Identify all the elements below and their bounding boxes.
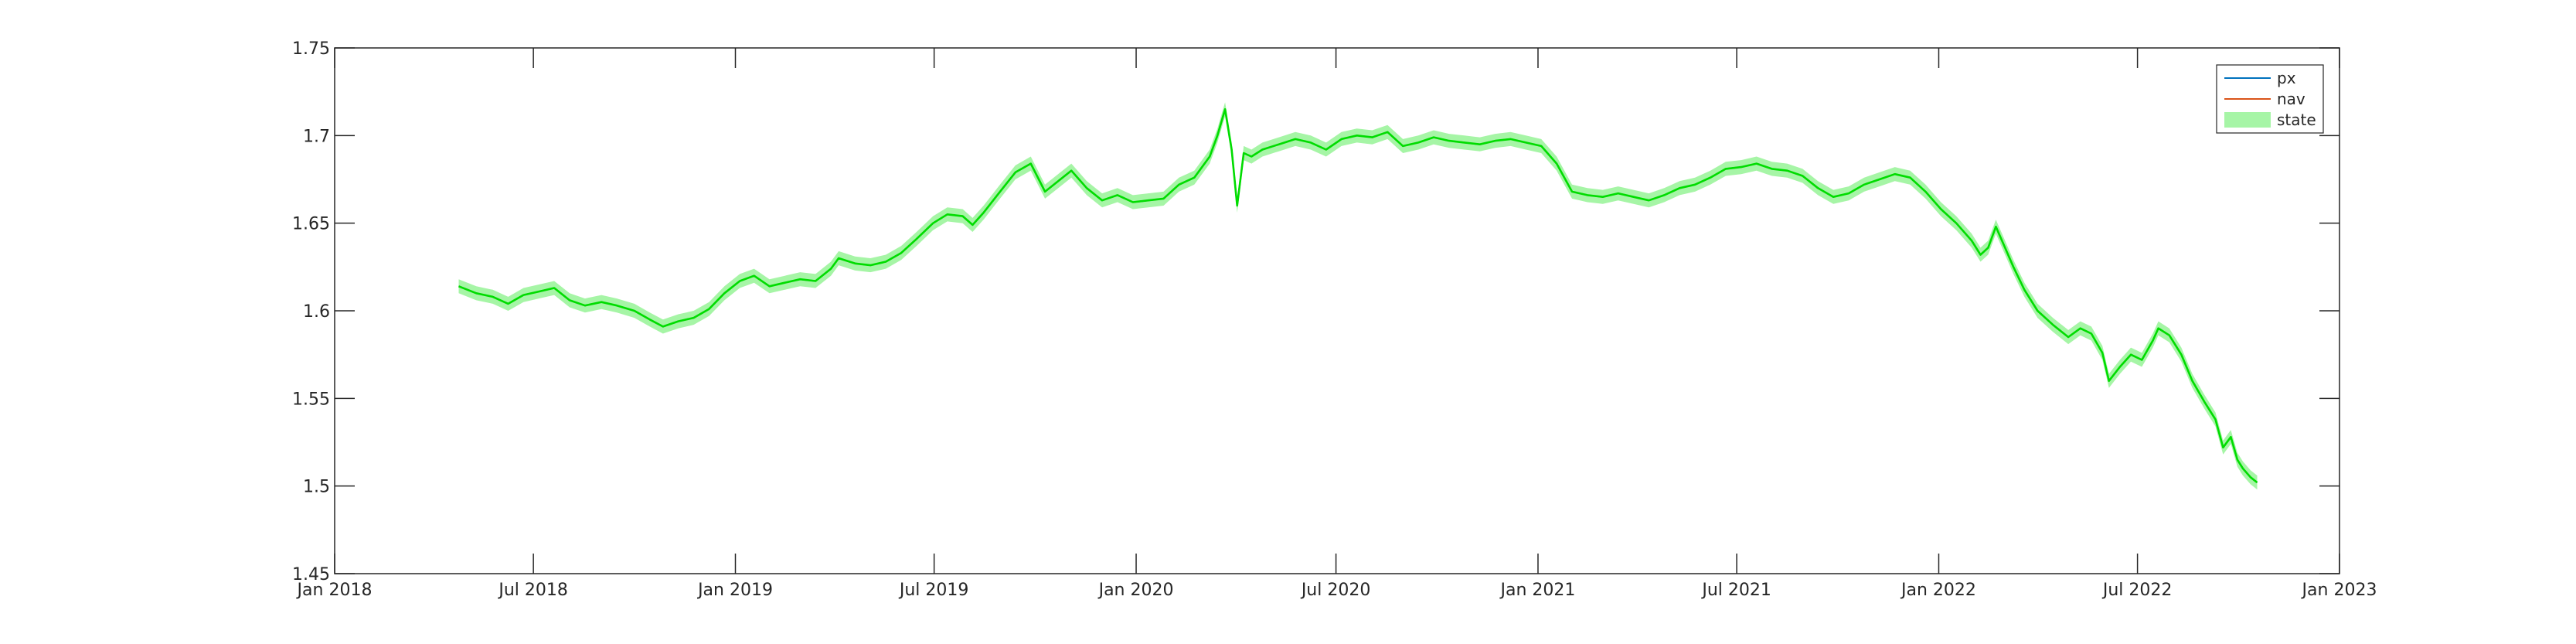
x-tick-label: Jan 2022 xyxy=(1900,581,1976,600)
legend: px nav state xyxy=(2216,64,2324,134)
legend-label-state: state xyxy=(2277,111,2316,129)
y-tick-label: 1.5 xyxy=(303,478,330,497)
legend-label-nav: nav xyxy=(2277,90,2305,108)
x-tick-label: Jul 2022 xyxy=(2101,581,2173,600)
x-tick-label: Jan 2020 xyxy=(1097,581,1174,600)
x-tick-label: Jan 2023 xyxy=(2301,581,2377,600)
y-tick-label: 1.45 xyxy=(292,565,330,584)
x-tick-label: Jan 2019 xyxy=(696,581,773,600)
x-tick-label: Jul 2019 xyxy=(898,581,969,600)
x-tick-label: Jan 2018 xyxy=(296,581,373,600)
x-tick-label: Jul 2020 xyxy=(1300,581,1371,600)
y-tick-label: 1.65 xyxy=(292,215,330,234)
legend-label-px: px xyxy=(2277,69,2296,87)
series-line-state xyxy=(458,108,2258,484)
legend-swatch-state xyxy=(2224,112,2271,128)
x-tick-label: Jul 2021 xyxy=(1700,581,1771,600)
x-tick-label: Jan 2021 xyxy=(1499,581,1576,600)
y-tick-label: 1.7 xyxy=(303,127,330,146)
y-tick-label: 1.55 xyxy=(292,390,330,409)
y-tick-label: 1.75 xyxy=(292,39,330,59)
y-tick-label: 1.6 xyxy=(303,302,330,322)
axes: Jan 2018 Jul 2018 Jan 2019 Jul 2019 Jan 2020… xyxy=(292,39,2377,600)
x-tick-label: Jul 2018 xyxy=(497,581,568,600)
series-lines-layer xyxy=(458,108,2258,484)
